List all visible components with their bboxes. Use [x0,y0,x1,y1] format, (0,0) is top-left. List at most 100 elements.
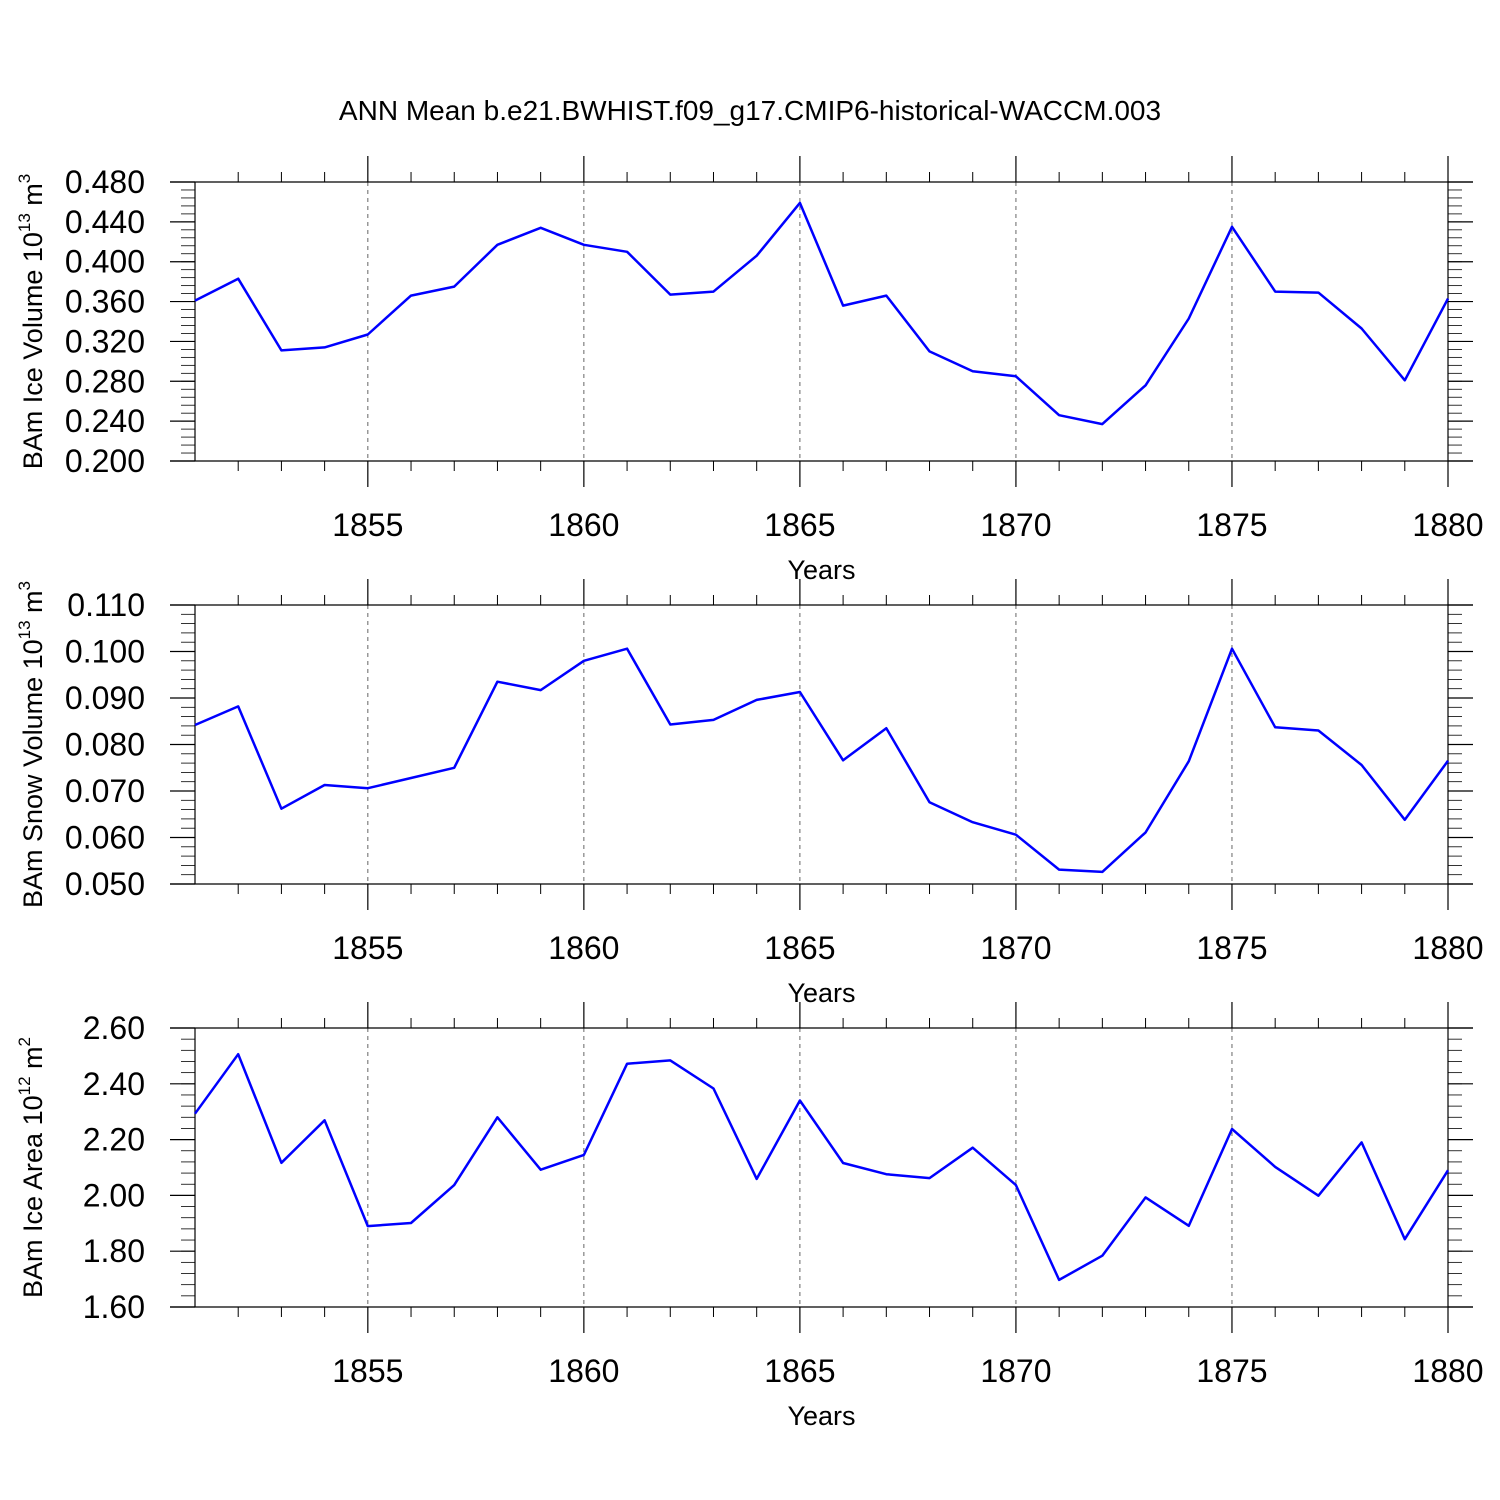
data-point-1854 [323,1119,325,1121]
data-point-1854 [323,346,325,348]
x-tick-label-1855: 1855 [332,930,403,966]
data-point-1853 [280,1162,282,1164]
y-tick-label-0.280: 0.280 [65,363,145,399]
data-point-1861 [626,648,628,650]
data-point-1861 [626,251,628,253]
y-axis-label-unit-exponent: 2 [15,1037,34,1046]
data-point-1866 [842,1162,844,1164]
y-tick-label-2.40: 2.40 [83,1066,145,1102]
data-point-1870 [1015,375,1017,377]
data-point-1873 [1144,1196,1146,1198]
y-axis-label-unit: m [18,590,48,620]
data-point-1852 [237,705,239,707]
data-point-1875 [1231,1128,1233,1130]
panel-2: 1855 1860 1865 1870 1875 1880 0.050 0.060 0.070 0… [15,579,1484,1008]
data-point-1860 [583,244,585,246]
series-line-1 [194,201,1450,426]
data-point-1856 [410,294,412,296]
data-point-1859 [539,227,541,229]
y-tick-label-0.400: 0.400 [65,244,145,280]
data-point-1863 [712,290,714,292]
data-point-1879 [1404,1238,1406,1240]
x-tick-label-1865: 1865 [764,507,835,543]
y-tick-label-0.200: 0.200 [65,443,145,479]
y-axis-label-exponent: 13 [15,620,34,639]
y-tick-label-0.090: 0.090 [65,680,145,716]
y-axis-label-unit: m [18,1046,48,1076]
data-point-1866 [842,304,844,306]
data-point-1873 [1144,831,1146,833]
y-tick-label-0.110: 0.110 [67,587,145,623]
x-tick-label-1870: 1870 [980,930,1051,966]
data-point-1857 [453,1184,455,1186]
data-point-1859 [539,1169,541,1171]
y-tick-label-2.00: 2.00 [83,1177,145,1213]
x-tick-label-1860: 1860 [548,1353,619,1389]
data-point-1865 [799,202,801,204]
data-point-1861 [626,1063,628,1065]
data-point-1878 [1360,327,1362,329]
series-line-3 [193,1052,1450,1282]
x-tick-label-1880: 1880 [1412,1353,1483,1389]
y-tick-label-0.440: 0.440 [65,204,145,240]
data-point-1880 [1447,1169,1449,1171]
x-axis-label: Years [787,978,855,1008]
y-axis-label: BAm Snow Volume 1013 m3 [15,581,48,908]
data-point-1862 [669,1059,671,1061]
data-point-1864 [755,1178,757,1180]
data-point-1865 [799,691,801,693]
y-axis-label-main: BAm Ice Area 10 [18,1095,48,1298]
data-point-1858 [496,244,498,246]
series-line-2 [194,647,1450,874]
data-point-1869 [972,1146,974,1148]
y-axis-label-exponent: 13 [15,213,34,232]
y-tick-label-0.480: 0.480 [65,164,145,200]
y-axis-label-unit-exponent: 3 [15,581,34,590]
data-point-1855 [367,333,369,335]
x-tick-label-1860: 1860 [548,507,619,543]
data-point-1880 [1447,297,1449,299]
data-point-1872 [1101,1254,1103,1256]
y-tick-label-0.080: 0.080 [65,727,145,763]
data-point-1868 [928,350,930,352]
x-tick-label-1880: 1880 [1412,930,1483,966]
y-tick-label-1.60: 1.60 [83,1289,145,1325]
x-tick-label-1860: 1860 [548,930,619,966]
data-point-1856 [410,1222,412,1224]
data-point-1874 [1188,1225,1190,1227]
data-point-1871 [1058,868,1060,870]
data-point-1863 [712,719,714,721]
data-point-1864 [755,255,757,257]
y-tick-label-0.100: 0.100 [65,634,145,670]
data-point-1860 [583,660,585,662]
data-point-1862 [669,293,671,295]
data-point-1875 [1231,648,1233,650]
data-point-1867 [885,727,887,729]
data-point-1873 [1144,384,1146,386]
data-point-1859 [539,689,541,691]
data-point-1874 [1188,760,1190,762]
data-point-1870 [1015,1184,1017,1186]
data-point-1869 [972,821,974,823]
data-point-1878 [1360,764,1362,766]
y-tick-label-0.360: 0.360 [65,284,145,320]
x-axis-label: Years [787,555,855,585]
data-point-1875 [1231,226,1233,228]
data-point-1870 [1015,834,1017,836]
data-point-1869 [972,370,974,372]
data-point-1865 [799,1099,801,1101]
data-point-1858 [496,681,498,683]
x-tick-label-1880: 1880 [1412,507,1483,543]
x-tick-label-1865: 1865 [764,930,835,966]
data-point-1880 [1447,760,1449,762]
data-point-1877 [1317,1194,1319,1196]
data-point-1857 [453,767,455,769]
y-axis-label-main: BAm Ice Volume 10 [18,232,48,469]
y-tick-label-0.070: 0.070 [65,773,145,809]
data-point-1866 [842,759,844,761]
data-point-1851 [194,299,196,301]
data-point-1863 [712,1087,714,1089]
data-point-1855 [367,1225,369,1227]
y-axis-label-unit-exponent: 3 [15,174,34,183]
